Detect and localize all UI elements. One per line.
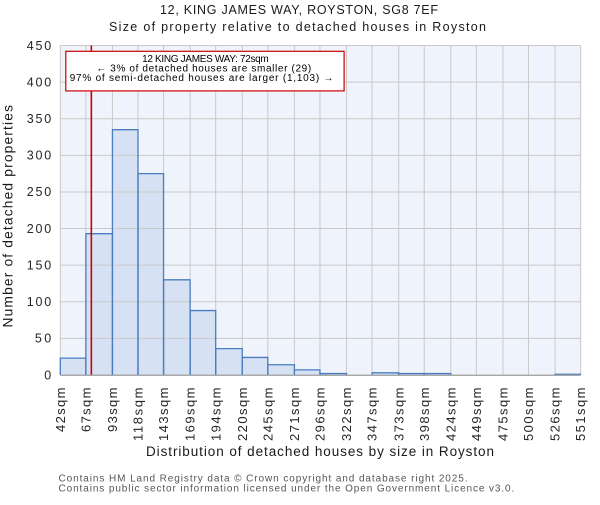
svg-text:373sqm: 373sqm <box>391 388 406 442</box>
svg-text:12 KING JAMES WAY: 72sqm: 12 KING JAMES WAY: 72sqm <box>142 54 269 65</box>
svg-text:347sqm: 347sqm <box>365 388 380 442</box>
svg-text:150: 150 <box>27 258 51 272</box>
svg-text:271sqm: 271sqm <box>287 388 302 442</box>
svg-text:300: 300 <box>27 149 51 163</box>
svg-text:12, KING JAMES WAY, ROYSTON, S: 12, KING JAMES WAY, ROYSTON, SG8 7EF <box>160 3 438 17</box>
svg-text:296sqm: 296sqm <box>313 388 328 442</box>
svg-text:← 3% of detached houses are sm: ← 3% of detached houses are smaller (29) <box>96 64 311 75</box>
svg-text:475sqm: 475sqm <box>496 388 511 442</box>
svg-text:449sqm: 449sqm <box>469 388 484 441</box>
svg-text:526sqm: 526sqm <box>548 388 563 442</box>
svg-text:450: 450 <box>27 39 51 53</box>
svg-text:200: 200 <box>27 222 51 236</box>
svg-text:97% of semi-detached houses ar: 97% of semi-detached houses are larger (… <box>70 73 334 84</box>
svg-text:Contains public sector informa: Contains public sector information licen… <box>59 483 515 494</box>
svg-text:400: 400 <box>27 75 51 89</box>
svg-text:67sqm: 67sqm <box>78 388 93 433</box>
svg-text:143sqm: 143sqm <box>156 388 171 442</box>
svg-text:0: 0 <box>44 368 51 382</box>
svg-text:Contains HM Land Registry data: Contains HM Land Registry data © Crown c… <box>59 474 468 485</box>
svg-text:398sqm: 398sqm <box>417 388 432 442</box>
svg-text:322sqm: 322sqm <box>339 388 354 442</box>
svg-text:350: 350 <box>27 112 51 126</box>
svg-text:194sqm: 194sqm <box>208 388 223 442</box>
svg-text:42sqm: 42sqm <box>53 388 68 433</box>
svg-text:169sqm: 169sqm <box>183 388 198 442</box>
svg-text:500sqm: 500sqm <box>521 388 536 442</box>
svg-text:50: 50 <box>35 332 51 346</box>
svg-text:Size of property relative to d: Size of property relative to detached ho… <box>109 20 486 34</box>
svg-text:100: 100 <box>27 295 51 309</box>
svg-text:220sqm: 220sqm <box>235 388 250 442</box>
svg-text:424sqm: 424sqm <box>443 388 458 442</box>
svg-text:245sqm: 245sqm <box>260 388 275 442</box>
svg-text:Number of detached properties: Number of detached properties <box>1 105 16 328</box>
svg-text:551sqm: 551sqm <box>573 388 588 442</box>
svg-text:250: 250 <box>27 185 51 199</box>
svg-text:118sqm: 118sqm <box>131 388 146 442</box>
svg-text:93sqm: 93sqm <box>105 388 120 433</box>
svg-text:Distribution of detached house: Distribution of detached houses by size … <box>146 444 494 459</box>
